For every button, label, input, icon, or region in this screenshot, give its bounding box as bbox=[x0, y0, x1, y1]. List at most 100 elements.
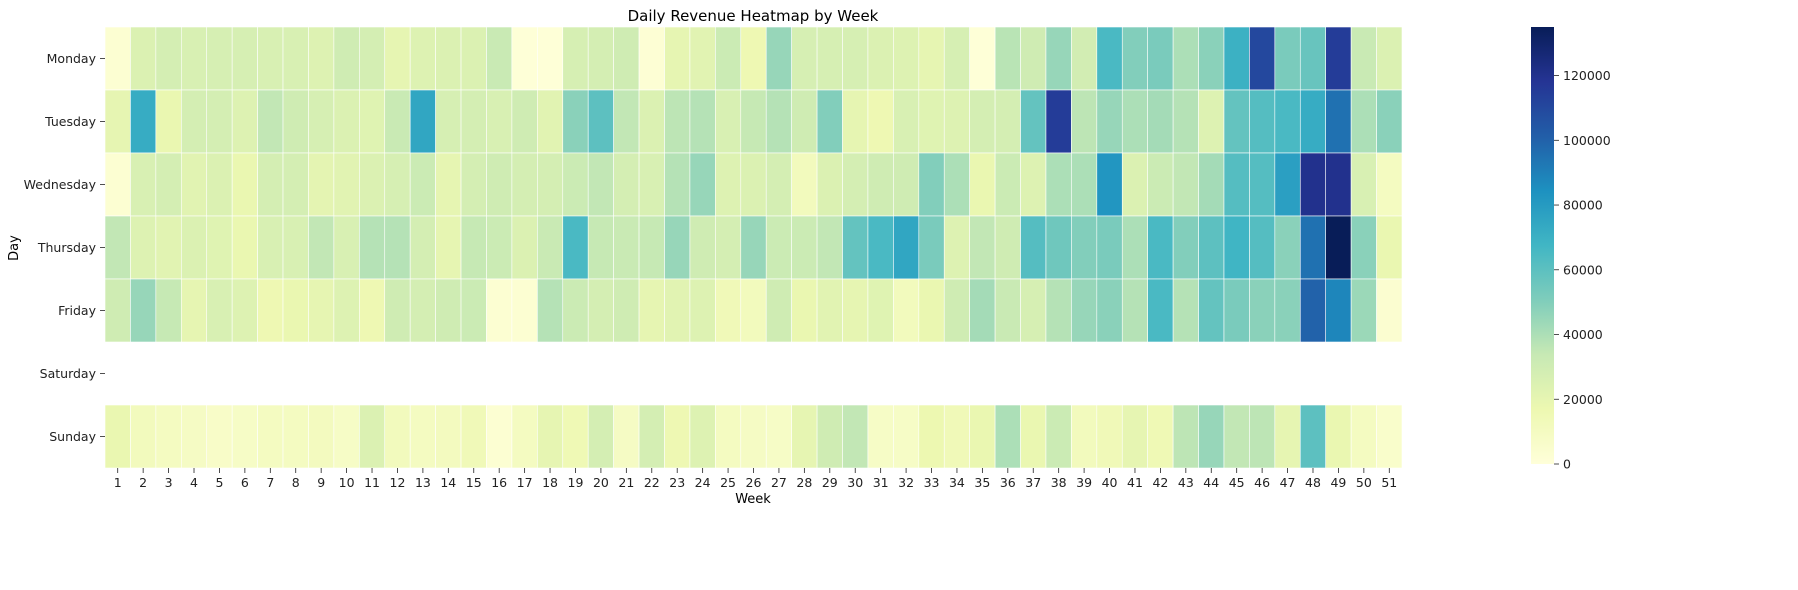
heatmap-cell bbox=[435, 278, 462, 343]
y-tick-label: Monday bbox=[47, 51, 97, 66]
heatmap-cell bbox=[842, 278, 869, 343]
heatmap-cell bbox=[918, 278, 945, 343]
heatmap-cell bbox=[1249, 152, 1276, 217]
heatmap-cell bbox=[435, 26, 462, 91]
heatmap-cell bbox=[943, 404, 970, 469]
heatmap-cell bbox=[1096, 278, 1123, 343]
x-tick-label: 32 bbox=[898, 475, 914, 490]
heatmap-cell bbox=[969, 404, 996, 469]
heatmap-cell bbox=[1147, 89, 1174, 154]
heatmap-cell bbox=[460, 404, 487, 469]
heatmap-cell bbox=[740, 215, 767, 280]
heatmap-cell bbox=[638, 26, 665, 91]
heatmap-cell bbox=[282, 89, 309, 154]
heatmap-cell bbox=[842, 215, 869, 280]
heatmap-cell bbox=[104, 89, 131, 154]
heatmap-cell bbox=[1299, 278, 1327, 343]
heatmap-cell bbox=[867, 404, 894, 469]
heatmap-cell bbox=[1249, 404, 1276, 469]
heatmap-cell bbox=[384, 278, 411, 343]
heatmap-cell bbox=[1223, 404, 1250, 469]
heatmap-cell bbox=[486, 278, 513, 343]
x-tick-label: 13 bbox=[415, 475, 431, 490]
colorbar-tick-label: 20000 bbox=[1563, 392, 1603, 407]
heatmap-cell bbox=[1325, 26, 1352, 91]
heatmap-cell bbox=[1274, 278, 1301, 343]
heatmap-cell bbox=[1223, 278, 1250, 343]
x-tick-label: 38 bbox=[1051, 475, 1067, 490]
heatmap-cell bbox=[1376, 404, 1403, 469]
x-axis-ticks: 1 2 3 4 5 6 7 8 9 10 11 12 13 14 15 16 17 18 19 20 21 22 23 24 2… bbox=[114, 468, 1397, 490]
heatmap-cell bbox=[638, 278, 665, 343]
heatmap-cell bbox=[1223, 215, 1250, 280]
heatmap-cell bbox=[1376, 89, 1403, 154]
heatmap-cell bbox=[359, 89, 386, 154]
heatmap-cell bbox=[943, 278, 970, 343]
colorbar bbox=[1531, 27, 1554, 464]
heatmap-cell bbox=[867, 152, 894, 217]
heatmap-cell bbox=[1071, 152, 1098, 217]
heatmap-cell bbox=[1096, 26, 1123, 91]
x-tick-label: 29 bbox=[822, 475, 838, 490]
heatmap-cell bbox=[308, 404, 335, 469]
heatmap-cell bbox=[893, 26, 920, 91]
x-tick-label: 51 bbox=[1381, 475, 1397, 490]
heatmap-cell bbox=[1096, 404, 1123, 469]
heatmap-cell bbox=[842, 404, 869, 469]
heatmap-cell bbox=[791, 404, 818, 469]
heatmap-cell bbox=[1376, 278, 1403, 343]
heatmap-cell bbox=[689, 152, 716, 217]
heatmap-cell bbox=[1045, 215, 1072, 280]
colorbar-tick-label: 60000 bbox=[1563, 262, 1603, 277]
heatmap-cell bbox=[918, 89, 945, 154]
x-tick-label: 16 bbox=[491, 475, 507, 490]
heatmap-cell bbox=[511, 89, 538, 154]
heatmap-cell bbox=[206, 278, 233, 343]
heatmap-cell bbox=[282, 404, 309, 469]
heatmap-cell bbox=[638, 404, 665, 469]
x-tick-label: 43 bbox=[1178, 475, 1194, 490]
heatmap-cell bbox=[867, 89, 894, 154]
x-tick-label: 17 bbox=[517, 475, 533, 490]
heatmap-cell bbox=[257, 152, 284, 217]
y-axis-label: Day bbox=[7, 235, 22, 261]
heatmap-cell bbox=[537, 404, 564, 469]
x-tick-label: 24 bbox=[695, 475, 711, 490]
heatmap-cell bbox=[969, 26, 996, 91]
heatmap-cell bbox=[155, 152, 182, 217]
heatmap-cell bbox=[1147, 215, 1174, 280]
x-tick-label: 41 bbox=[1127, 475, 1143, 490]
heatmap-cell bbox=[231, 404, 258, 469]
x-tick-label: 48 bbox=[1305, 475, 1321, 490]
heatmap-cell bbox=[1376, 152, 1403, 217]
heatmap-cell bbox=[740, 89, 767, 154]
y-tick-label: Tuesday bbox=[44, 114, 96, 129]
heatmap-cell bbox=[638, 152, 665, 217]
heatmap-cell bbox=[562, 26, 589, 91]
heatmap-cell bbox=[155, 278, 182, 343]
heatmap-cell bbox=[1172, 26, 1199, 91]
x-tick-label: 39 bbox=[1076, 475, 1092, 490]
heatmap-cell bbox=[791, 215, 818, 280]
x-tick-label: 15 bbox=[466, 475, 482, 490]
heatmap-cell bbox=[842, 152, 869, 217]
heatmap-cell bbox=[893, 404, 920, 469]
y-tick-label: Thursday bbox=[37, 240, 97, 255]
heatmap-cell bbox=[765, 26, 792, 91]
heatmap-cell bbox=[740, 278, 767, 343]
heatmap-cell bbox=[1121, 278, 1148, 343]
heatmap-cell bbox=[1274, 215, 1301, 280]
x-tick-label: 21 bbox=[618, 475, 634, 490]
heatmap-cell bbox=[1147, 404, 1174, 469]
heatmap-cell bbox=[1249, 278, 1276, 343]
heatmap-cell bbox=[1274, 26, 1301, 91]
heatmap-cell bbox=[613, 215, 640, 280]
heatmap-cell bbox=[537, 26, 564, 91]
heatmap-cell bbox=[1249, 26, 1276, 91]
heatmap-cell bbox=[994, 152, 1021, 217]
heatmap-cell bbox=[765, 89, 792, 154]
heatmap-cell bbox=[435, 215, 462, 280]
x-tick-label: 44 bbox=[1203, 475, 1219, 490]
heatmap-cell bbox=[842, 26, 869, 91]
heatmap-cell bbox=[816, 152, 843, 217]
